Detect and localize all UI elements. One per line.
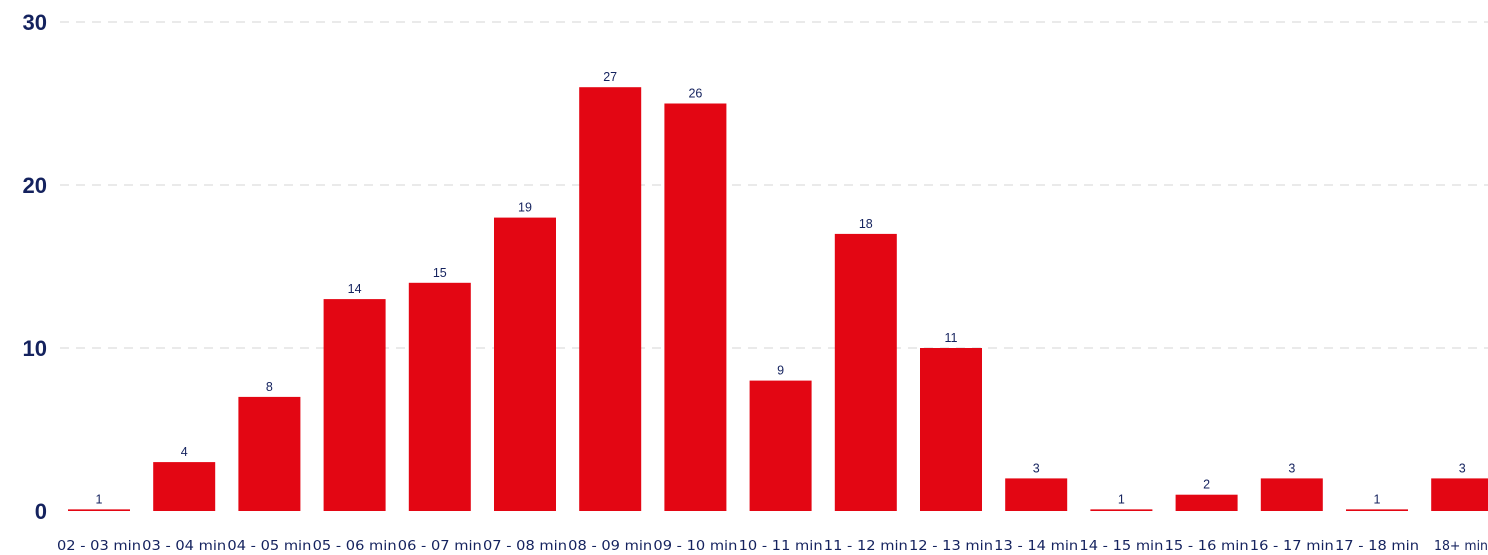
bar-14-15-min [1090, 509, 1153, 511]
x-tick-label: 12 - 13 min [909, 539, 993, 554]
bar-07-08-min [494, 217, 556, 511]
data-label: 27 [603, 70, 617, 84]
bar-15-16-min [1175, 494, 1238, 511]
x-tick-label: 03 - 04 min [142, 539, 226, 554]
x-tick-label: 15 - 16 min [1165, 539, 1249, 554]
bar-16-17-min [1260, 478, 1323, 511]
data-label: 3 [1288, 461, 1295, 475]
bar-09-10-min [664, 103, 727, 511]
x-tick-label: 09 - 10 min [653, 539, 737, 554]
x-tick-label: 18+ min [1434, 539, 1488, 554]
bar-08-09-min [579, 87, 642, 511]
bar-03-04-min [153, 462, 216, 511]
x-tick-label: 04 - 05 min [227, 539, 311, 554]
bar-04-05-min [238, 396, 301, 511]
data-label: 26 [688, 87, 702, 101]
y-tick-label: 0 [35, 499, 47, 524]
data-label: 4 [181, 445, 188, 459]
x-tick-label: 17 - 18 min [1335, 539, 1419, 554]
data-label: 2 [1203, 478, 1210, 492]
bar-10-11-min [749, 380, 812, 511]
data-label: 8 [266, 380, 273, 394]
data-label: 1 [1118, 492, 1125, 506]
y-tick-label: 10 [23, 336, 47, 361]
data-label: 9 [777, 364, 784, 378]
data-label: 11 [945, 331, 958, 345]
y-tick-label: 30 [23, 10, 47, 35]
bar-18+-min [1431, 478, 1488, 511]
x-tick-label: 11 - 12 min [824, 539, 908, 554]
x-tick-label: 02 - 03 min [57, 539, 141, 554]
bar-17-18-min [1346, 509, 1408, 511]
data-label: 19 [518, 201, 532, 215]
bar-02-03-min [68, 509, 130, 511]
data-label: 3 [1033, 461, 1040, 475]
bar-13-14-min [1005, 478, 1068, 511]
x-tick-label: 06 - 07 min [398, 539, 482, 554]
x-tick-label: 08 - 09 min [568, 539, 652, 554]
x-tick-label: 10 - 11 min [739, 539, 823, 554]
x-tick-label: 13 - 14 min [994, 539, 1078, 554]
y-tick-label: 20 [23, 173, 47, 198]
bar-11-12-min [834, 233, 897, 511]
data-label: 15 [433, 266, 447, 280]
bar-06-07-min [408, 282, 471, 511]
data-label: 3 [1459, 461, 1466, 475]
bar-12-13-min [920, 348, 982, 511]
x-tick-label: 07 - 08 min [483, 539, 567, 554]
x-tick-label: 14 - 15 min [1079, 539, 1163, 554]
data-label: 1 [96, 492, 103, 506]
x-tick-label: 05 - 06 min [313, 539, 397, 554]
bar-05-06-min [323, 299, 386, 511]
data-label: 14 [348, 282, 362, 296]
x-tick-label: 16 - 17 min [1250, 539, 1334, 554]
data-label: 1 [1374, 492, 1381, 506]
data-label: 18 [859, 217, 873, 231]
